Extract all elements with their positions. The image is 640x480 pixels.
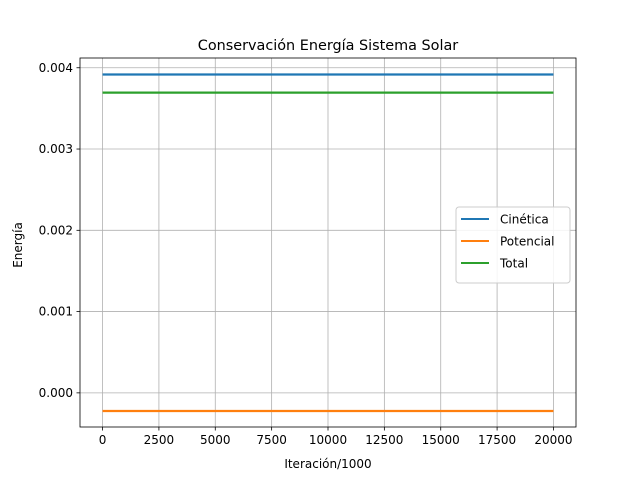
x-tick-label: 17500 [478,433,516,447]
x-tick-label: 15000 [422,433,460,447]
x-axis: 0 2500 5000 7500 10000 12500 15000 17500 20000 [99,427,573,447]
y-tick-label: 0.001 [39,305,73,319]
y-tick-label: 0.000 [39,386,73,400]
series-lines [102,73,554,413]
legend-label: Total [499,257,528,271]
grid [80,58,576,427]
legend-label: Potencial [500,235,554,249]
y-axis-label: Energía [11,222,25,268]
y-axis: 0.000 0.001 0.002 0.003 0.004 [39,61,80,400]
y-tick-label: 0.002 [39,223,73,237]
x-tick-label: 7500 [256,433,287,447]
x-tick-label: 0 [99,433,107,447]
chart-title: Conservación Energía Sistema Solar [198,38,459,54]
x-axis-label: Iteración/1000 [284,457,371,471]
x-tick-label: 20000 [534,433,572,447]
y-tick-label: 0.004 [39,61,73,75]
legend-label: Cinética [500,213,549,227]
x-tick-label: 10000 [309,433,347,447]
x-tick-label: 5000 [200,433,231,447]
legend: Cinética Potencial Total [455,206,571,284]
x-tick-label: 12500 [365,433,403,447]
x-tick-label: 2500 [144,433,175,447]
y-tick-label: 0.003 [39,142,73,156]
